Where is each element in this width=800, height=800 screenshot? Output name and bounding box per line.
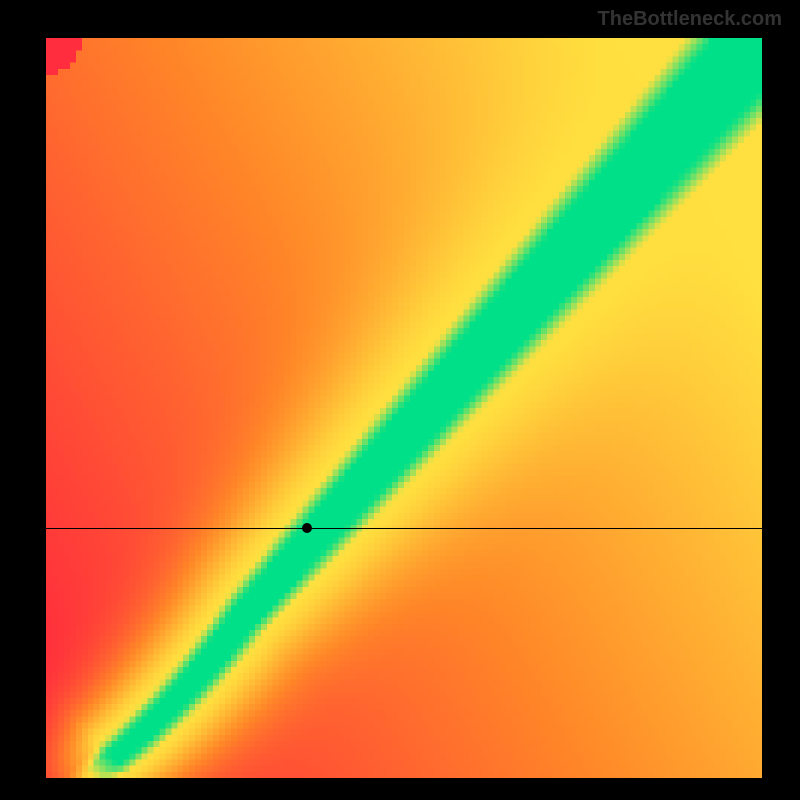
crosshair-horizontal — [46, 528, 762, 529]
watermark-text: TheBottleneck.com — [598, 8, 782, 31]
crosshair-marker — [302, 523, 312, 533]
heatmap-canvas — [46, 38, 762, 778]
heatmap-plot — [46, 38, 762, 778]
